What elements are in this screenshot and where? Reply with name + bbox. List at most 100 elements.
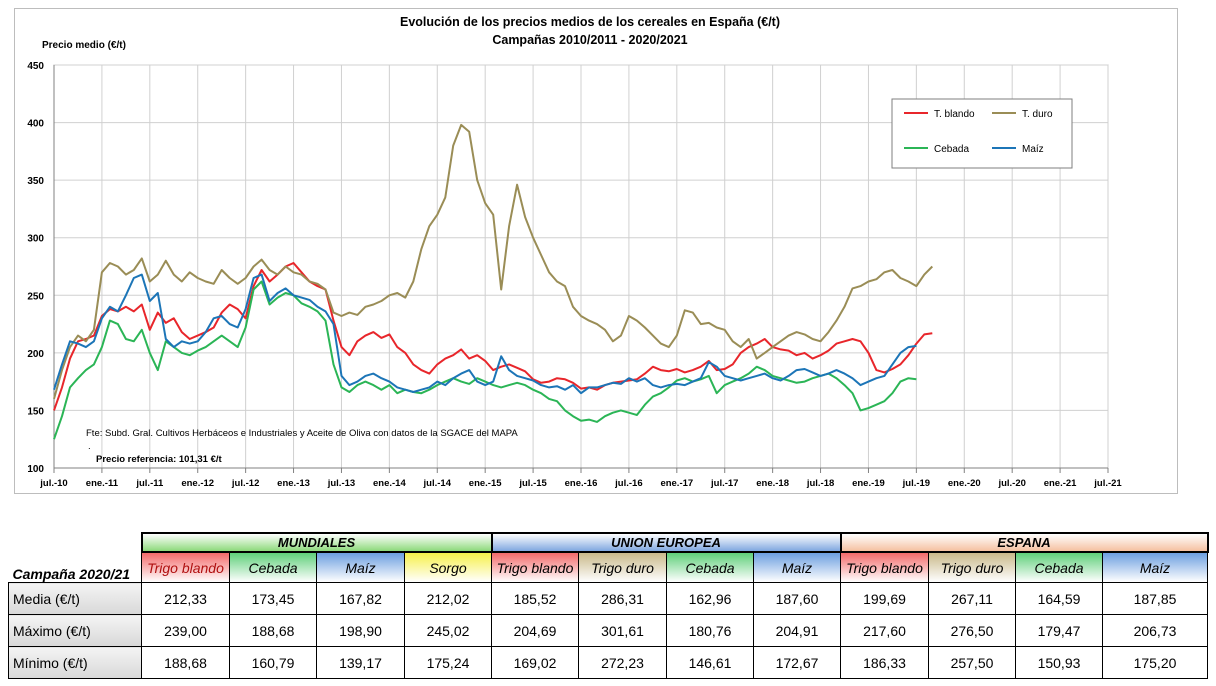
column-header: Cebada	[229, 551, 317, 583]
table-cell: 185,52	[491, 582, 579, 615]
table-cell: 175,24	[404, 646, 492, 679]
table-cell: 199,69	[840, 582, 929, 615]
x-tick-label: ene.-19	[852, 478, 885, 489]
column-header: Trigo blando	[840, 551, 929, 583]
y-tick-label: 100	[27, 464, 44, 475]
table-cell: 169,02	[491, 646, 579, 679]
column-header: Trigo blando	[141, 551, 230, 583]
x-tick-label: ene.-14	[373, 478, 406, 489]
row-label: Media (€/t)	[8, 582, 142, 615]
table-cell: 187,85	[1102, 582, 1208, 615]
table-cell: 187,60	[753, 582, 841, 615]
price-line-chart: Evolución de los precios medios de los c…	[14, 8, 1178, 494]
table-cell: 164,59	[1015, 582, 1103, 615]
series-line-2	[53, 280, 917, 440]
column-header: Cebada	[1015, 551, 1103, 583]
table-cell: 162,96	[666, 582, 754, 615]
x-tick-label: jul.-14	[423, 478, 452, 489]
x-tick-label: jul.-11	[135, 478, 164, 489]
column-header: Maíz	[1102, 551, 1208, 583]
group-header-espana: ESPANA	[839, 532, 1209, 553]
y-tick-label: 400	[27, 119, 44, 130]
table-cell: 180,76	[666, 614, 754, 647]
table-row: Máximo (€/t) 239,00 188,68 198,90 245,02 204,…	[8, 614, 1208, 647]
table-cell: 139,17	[316, 646, 405, 679]
x-tick-label: jul.-18	[806, 478, 834, 489]
table-cell: 267,11	[928, 582, 1016, 615]
table-cell: 188,68	[141, 646, 230, 679]
legend-box	[891, 98, 1073, 169]
x-tick-label: ene.-18	[756, 478, 789, 489]
y-axis-ticks: 100 150 200 250 300 350 400 450	[27, 61, 44, 475]
x-tick-label: jul.-12	[231, 478, 259, 489]
dot-note: .	[88, 441, 91, 452]
column-header: Cebada	[666, 551, 754, 583]
series-line-3	[53, 273, 917, 395]
x-tick-label: ene.-12	[181, 478, 214, 489]
row-label: Mínimo (€/t)	[8, 646, 142, 679]
table-cell: 206,73	[1102, 614, 1208, 647]
column-header: Maíz	[753, 551, 841, 583]
x-tick-label: ene.-17	[660, 478, 693, 489]
table-cell: 172,67	[753, 646, 841, 679]
table-cell: 204,69	[491, 614, 579, 647]
legend-label: T. blando	[934, 109, 975, 120]
group-header-union-europea: UNION EUROPEA	[490, 532, 842, 553]
series-line-1	[53, 123, 934, 400]
series-lines	[53, 123, 934, 440]
series-line-0	[53, 262, 933, 411]
table-cell: 276,50	[928, 614, 1016, 647]
chart-container: Evolución de los precios medios de los c…	[14, 8, 1178, 494]
y-tick-label: 150	[27, 406, 44, 417]
column-header: Trigo duro	[928, 551, 1016, 583]
x-tick-label: jul.-21	[1093, 478, 1122, 489]
table-cell: 179,47	[1015, 614, 1103, 647]
x-axis-ticks: jul.-10 ene.-11 jul.-11 ene.-12 jul.-12 ene.-…	[39, 478, 1122, 489]
price-stats-table: Campaña 2020/21 MUNDIALES UNION EUROPEA …	[8, 532, 1209, 679]
x-tick-label: ene.-16	[565, 478, 598, 489]
x-tick-label: ene.-15	[469, 478, 502, 489]
table-cell: 188,68	[229, 614, 317, 647]
chart-title: Evolución de los precios medios de los c…	[400, 15, 780, 29]
table-cell: 175,20	[1102, 646, 1208, 679]
table-cell: 245,02	[404, 614, 492, 647]
table-cell: 212,02	[404, 582, 492, 615]
table-cell: 204,91	[753, 614, 841, 647]
group-header-mundiales: MUNDIALES	[140, 532, 493, 553]
x-tick-label: jul.-16	[614, 478, 642, 489]
column-header: Sorgo	[404, 551, 492, 583]
y-tick-label: 300	[27, 234, 44, 245]
table-cell: 239,00	[141, 614, 230, 647]
table-cell: 212,33	[141, 582, 230, 615]
table-cell: 186,33	[840, 646, 929, 679]
table-cell: 217,60	[840, 614, 929, 647]
x-tick-label: jul.-20	[997, 478, 1025, 489]
y-axis-title: Precio medio (€/t)	[42, 40, 126, 51]
chart-legend: T. blando T. duro Cebada Maíz	[891, 98, 1073, 169]
legend-label: Maíz	[1022, 144, 1044, 155]
table-row: Mínimo (€/t) 188,68 160,79 139,17 175,24 169,…	[8, 646, 1208, 679]
column-header: Maíz	[316, 551, 405, 583]
legend-label: T. duro	[1022, 109, 1053, 120]
x-tick-label: jul.-15	[518, 478, 547, 489]
table-row: Media (€/t) 212,33 173,45 167,82 212,02 185,5…	[8, 582, 1208, 615]
campaign-label: Campaña 2020/21	[12, 566, 131, 582]
column-header-row: Trigo blando Cebada Maíz Sorgo Trigo blando T…	[9, 551, 1208, 583]
column-header: Trigo duro	[578, 551, 667, 583]
table-cell: 286,31	[578, 582, 667, 615]
x-tick-label: jul.-19	[902, 478, 930, 489]
y-tick-label: 200	[27, 349, 44, 360]
table-cell: 150,93	[1015, 646, 1103, 679]
y-tick-label: 350	[27, 176, 44, 187]
column-header: Trigo blando	[491, 551, 579, 583]
table-cell: 272,23	[578, 646, 667, 679]
table-cell: 173,45	[229, 582, 317, 615]
table-cell: 160,79	[229, 646, 317, 679]
source-note: Fte: Subd. Gral. Cultivos Herbáceos e In…	[86, 428, 518, 439]
reference-note: Precio referencia: 101,31 €/t	[96, 454, 223, 465]
x-tick-label: ene.-21	[1044, 478, 1077, 489]
group-header-row: Campaña 2020/21 MUNDIALES UNION EUROPEA …	[9, 532, 1209, 582]
x-tick-label: jul.-10	[39, 478, 67, 489]
x-tick-label: jul.-13	[327, 478, 355, 489]
chart-subtitle: Campañas 2010/2011 - 2020/2021	[492, 33, 687, 47]
